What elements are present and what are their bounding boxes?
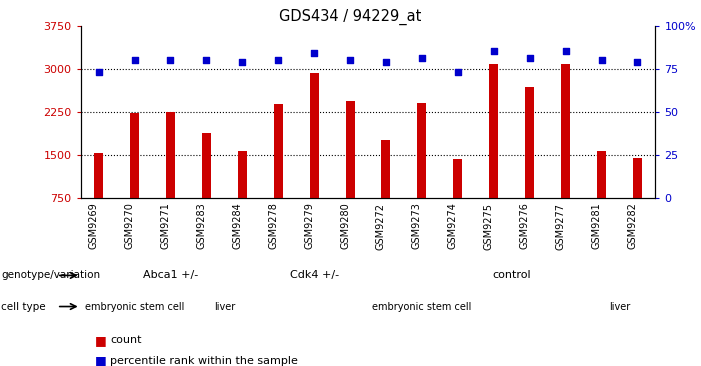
Point <box>273 57 284 63</box>
Point <box>200 57 212 63</box>
Bar <box>94 153 103 198</box>
Point <box>129 57 140 63</box>
Text: GSM9277: GSM9277 <box>556 203 566 250</box>
Text: ■: ■ <box>95 354 107 366</box>
Text: Cdk4 +/-: Cdk4 +/- <box>290 270 339 280</box>
Bar <box>130 113 139 198</box>
Text: liver: liver <box>214 302 235 311</box>
Text: GSM9275: GSM9275 <box>484 203 494 250</box>
Point <box>381 59 392 65</box>
Text: GSM9276: GSM9276 <box>519 203 530 250</box>
Bar <box>310 72 319 198</box>
Text: GSM9284: GSM9284 <box>232 203 243 249</box>
Text: count: count <box>110 335 142 346</box>
Text: GSM9281: GSM9281 <box>592 203 601 249</box>
Text: GSM9269: GSM9269 <box>88 203 99 249</box>
Bar <box>381 140 390 198</box>
Bar <box>238 151 247 198</box>
Text: GSM9280: GSM9280 <box>340 203 350 249</box>
Point <box>165 57 176 63</box>
Bar <box>202 134 211 198</box>
Point <box>308 50 320 56</box>
Point <box>632 59 643 65</box>
Bar <box>454 159 463 198</box>
Text: GSM9278: GSM9278 <box>268 203 278 250</box>
Text: embryonic stem cell: embryonic stem cell <box>85 302 184 311</box>
Text: GSM9273: GSM9273 <box>412 203 422 250</box>
Text: liver: liver <box>609 302 630 311</box>
Text: GSM9279: GSM9279 <box>304 203 314 250</box>
Point <box>416 55 428 61</box>
Text: cell type: cell type <box>1 302 46 311</box>
Point <box>344 57 355 63</box>
Bar <box>561 64 570 198</box>
Text: GSM9282: GSM9282 <box>627 203 637 250</box>
Point <box>524 55 536 61</box>
Bar <box>417 103 426 198</box>
Text: embryonic stem cell: embryonic stem cell <box>372 302 472 311</box>
Point <box>560 48 571 54</box>
Text: Abca1 +/-: Abca1 +/- <box>143 270 198 280</box>
Point <box>237 59 248 65</box>
Text: percentile rank within the sample: percentile rank within the sample <box>110 355 298 366</box>
Text: GSM9271: GSM9271 <box>161 203 170 250</box>
Text: genotype/variation: genotype/variation <box>1 270 100 280</box>
Text: GDS434 / 94229_at: GDS434 / 94229_at <box>279 9 422 25</box>
Bar <box>273 104 283 198</box>
Bar <box>346 101 355 198</box>
Text: control: control <box>492 270 531 280</box>
Text: ■: ■ <box>95 334 107 347</box>
Text: GSM9270: GSM9270 <box>125 203 135 250</box>
Bar <box>525 87 534 198</box>
Bar <box>489 64 498 198</box>
Text: GSM9272: GSM9272 <box>376 203 386 250</box>
Point <box>596 57 607 63</box>
Bar <box>633 158 642 198</box>
Bar <box>597 151 606 198</box>
Text: GSM9274: GSM9274 <box>448 203 458 250</box>
Point <box>488 48 499 54</box>
Bar <box>166 112 175 198</box>
Text: GSM9283: GSM9283 <box>196 203 206 249</box>
Point <box>93 69 104 75</box>
Point <box>452 69 463 75</box>
